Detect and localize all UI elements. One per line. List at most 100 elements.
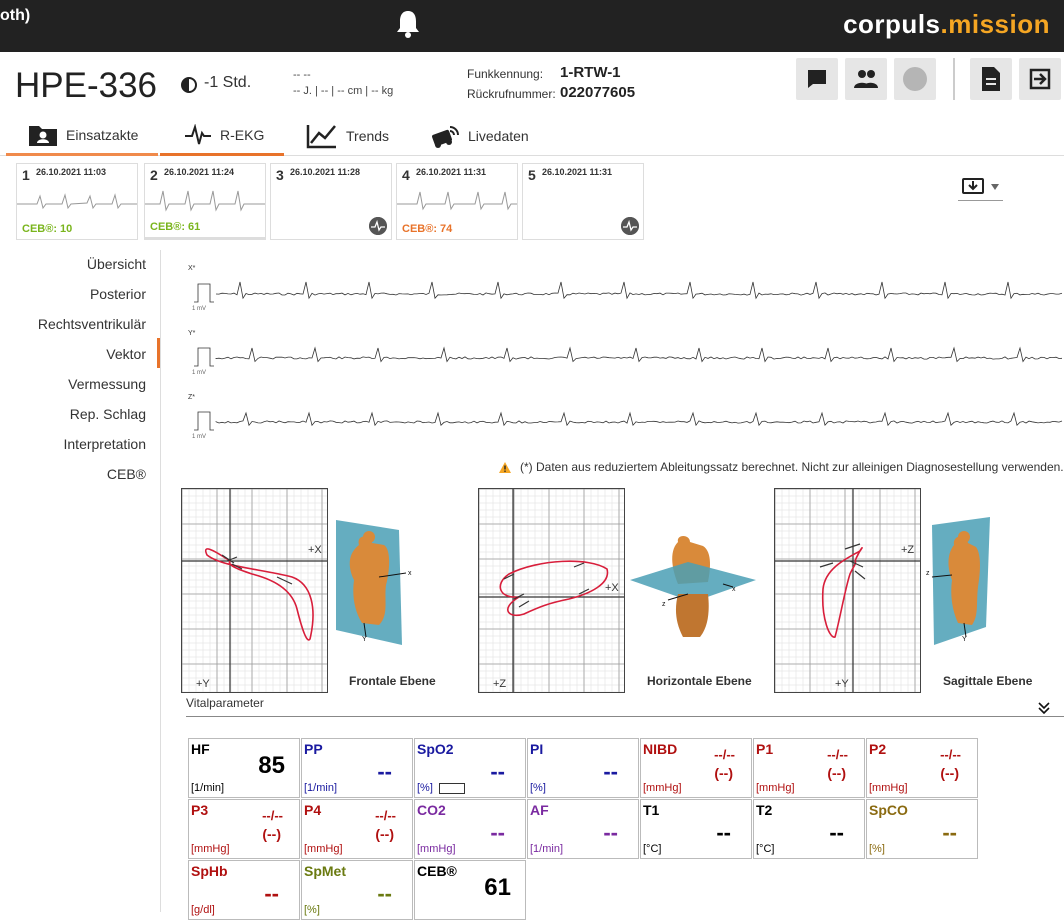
logout-button[interactable] [1019, 58, 1061, 100]
vital-cell: NIBD [mmHg] --/-- (--) [640, 738, 752, 798]
sidenav-item-vektor[interactable]: Vektor [106, 346, 146, 362]
cal-label: 1 mV [192, 306, 206, 312]
recording-datetime: 26.10.2021 11:31 [542, 167, 613, 177]
export-dropdown[interactable] [958, 175, 1003, 201]
recording-datetime: 26.10.2021 11:24 [164, 167, 235, 177]
vital-name: P3 [191, 802, 209, 818]
recording-card-5[interactable]: 5 26.10.2021 11:31 [522, 163, 644, 240]
vital-pressure-value: --/-- [714, 747, 735, 762]
tab-label: R-EKG [220, 126, 265, 143]
vital-cell: SpCO [%] -- [866, 799, 978, 859]
trace-y: Y* 1 mV [188, 330, 1063, 376]
sagittal-loop: +Z +Y [774, 488, 920, 693]
vital-cell: SpHb [g/dl] -- [188, 860, 300, 920]
vital-mean-value: (--) [827, 765, 846, 781]
signal-quality-bar [439, 783, 465, 794]
horizontal-loop: +X +Z [478, 488, 624, 693]
sidenav-item-rep-schlag[interactable]: Rep. Schlag [69, 406, 146, 422]
vital-value: -- [942, 820, 957, 845]
vital-cell: PI [%] -- [527, 738, 639, 798]
sidenav-item-posterior[interactable]: Posterior [89, 286, 146, 302]
ceb-score: CEB®: 61 [150, 221, 201, 233]
recording-datetime: 26.10.2021 11:28 [290, 167, 361, 177]
chat-button[interactable] [796, 58, 838, 100]
vital-cell: CO2 [mmHg] -- [414, 799, 526, 859]
document-button[interactable] [970, 58, 1012, 100]
vital-unit: [g/dl] [191, 904, 215, 916]
vital-value: -- [603, 759, 618, 784]
ceb-score: CEB®: 10 [22, 223, 73, 235]
axis-h-label: +X [605, 582, 619, 594]
warning-text: (*) Daten aus reduziertem Ableitungssatz… [520, 460, 1064, 474]
vital-name: P2 [869, 741, 887, 757]
trace-label-y: Y* [188, 330, 196, 337]
rueckruf-value: 022077605 [560, 84, 636, 101]
time-offset: -1 Std. [204, 74, 252, 91]
svg-text:x: x [408, 570, 412, 577]
svg-text:z: z [926, 570, 930, 577]
vital-name: CO2 [417, 802, 446, 818]
bell-icon[interactable] [393, 8, 423, 40]
recording-number: 2 [150, 167, 158, 183]
vital-cell: AF [1/min] -- [527, 799, 639, 859]
patient-demographics: -- J. | -- | -- cm | -- kg [293, 85, 394, 97]
clock-icon [181, 77, 197, 93]
vital-name: AF [530, 802, 549, 818]
tab-livedaten[interactable]: Livedaten [430, 116, 570, 156]
recording-card-3[interactable]: 3 26.10.2021 11:28 [270, 163, 392, 240]
live-vehicle-icon [432, 126, 459, 148]
horizontal-plane-label: Horizontale Ebene [647, 674, 752, 688]
vital-unit: [mmHg] [756, 782, 795, 794]
axis-v-label: +Y [196, 678, 210, 690]
folder-user-icon [29, 125, 57, 146]
vital-name: SpHb [191, 863, 228, 879]
tab-trends[interactable]: Trends [306, 116, 426, 156]
vital-cell: P1 [mmHg] --/-- (--) [753, 738, 865, 798]
vital-unit: [mmHg] [869, 782, 908, 794]
status-dot-icon [903, 67, 927, 91]
vital-unit: [mmHg] [417, 843, 456, 855]
vital-pressure-value: --/-- [375, 808, 396, 823]
vital-cell: P2 [mmHg] --/-- (--) [866, 738, 978, 798]
team-button[interactable] [845, 58, 887, 100]
vitals-section-title: Vitalparameter [186, 696, 264, 710]
vital-unit: [%] [530, 782, 546, 794]
funkkennung-value: 1-RTW-1 [560, 64, 621, 81]
sidenav-item-interpretation[interactable]: Interpretation [63, 436, 147, 452]
sidenav-item-rechtsventrikulaer[interactable]: Rechtsventrikulär [37, 316, 146, 332]
sidenav-item-vermessung[interactable]: Vermessung [68, 376, 146, 392]
vital-cell: T2 [°C] -- [753, 799, 865, 859]
axis-v-label: +Y [835, 678, 849, 690]
brand-logo: corpuls.mission [843, 9, 1050, 40]
sidenav-item-ceb[interactable]: CEB® [106, 466, 146, 482]
vital-unit: [%] [869, 843, 885, 855]
tab-label: Livedaten [468, 128, 529, 144]
derived-leads-warning: (*) Daten aus reduziertem Ableitungssatz… [498, 460, 1064, 474]
tab-r-ekg[interactable]: R-EKG [160, 116, 284, 156]
rueckruf-label: Rückrufnummer: [467, 87, 556, 101]
vital-value: -- [377, 759, 392, 784]
recording-card-2[interactable]: 2 26.10.2021 11:24 CEB®: 61 [144, 163, 266, 240]
vital-mean-value: (--) [375, 826, 394, 842]
recording-card-4[interactable]: 4 26.10.2021 11:31 CEB®: 74 [396, 163, 518, 240]
tab-einsatzakte[interactable]: Einsatzakte [6, 116, 158, 156]
vital-name: P4 [304, 802, 322, 818]
axis-v-label: +Z [493, 678, 506, 690]
people-icon [854, 70, 878, 88]
collapse-chevron-icon[interactable] [1038, 702, 1050, 717]
main-tabs: Einsatzakte R-EKG Trends Livedaten [0, 116, 1064, 156]
cal-label: 1 mV [192, 434, 206, 440]
vital-unit: [1/min] [191, 782, 225, 794]
sidenav-item-uebersicht[interactable]: Übersicht [86, 256, 146, 272]
download-icon [962, 178, 984, 194]
vital-unit: [1/min] [530, 843, 564, 855]
exit-icon [1029, 68, 1051, 90]
vital-cell: P3 [mmHg] --/-- (--) [188, 799, 300, 859]
vital-cell: PP [1/min] -- [301, 738, 413, 798]
recording-card-1[interactable]: 1 26.10.2021 11:03 CEB®: 10 [16, 163, 138, 240]
vital-value: -- [490, 820, 505, 845]
sagittal-plane-plot: +Z +Y [774, 488, 921, 693]
vital-unit: [°C] [643, 843, 662, 855]
ecg-badge-icon [369, 217, 387, 235]
status-button[interactable] [894, 58, 936, 100]
